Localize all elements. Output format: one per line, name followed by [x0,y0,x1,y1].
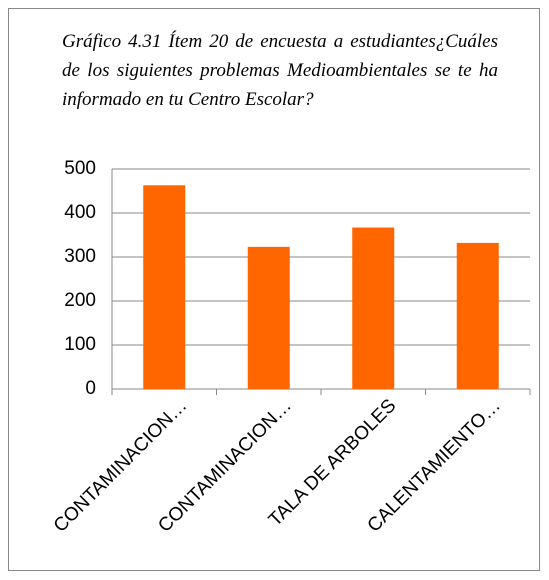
y-tick-label: 400 [64,202,96,223]
y-tick-label: 100 [64,334,96,355]
chart-title: Gráfico 4.31 Ítem 20 de encuesta a estud… [62,31,498,110]
y-tick-label: 200 [64,290,96,311]
y-tick-label: 300 [64,246,96,267]
bar [247,246,290,389]
frame [8,8,540,571]
bar [456,242,499,389]
y-tick-label: 500 [64,158,96,179]
bar [143,185,186,389]
y-tick-label: 0 [85,378,96,399]
bar [352,227,395,389]
